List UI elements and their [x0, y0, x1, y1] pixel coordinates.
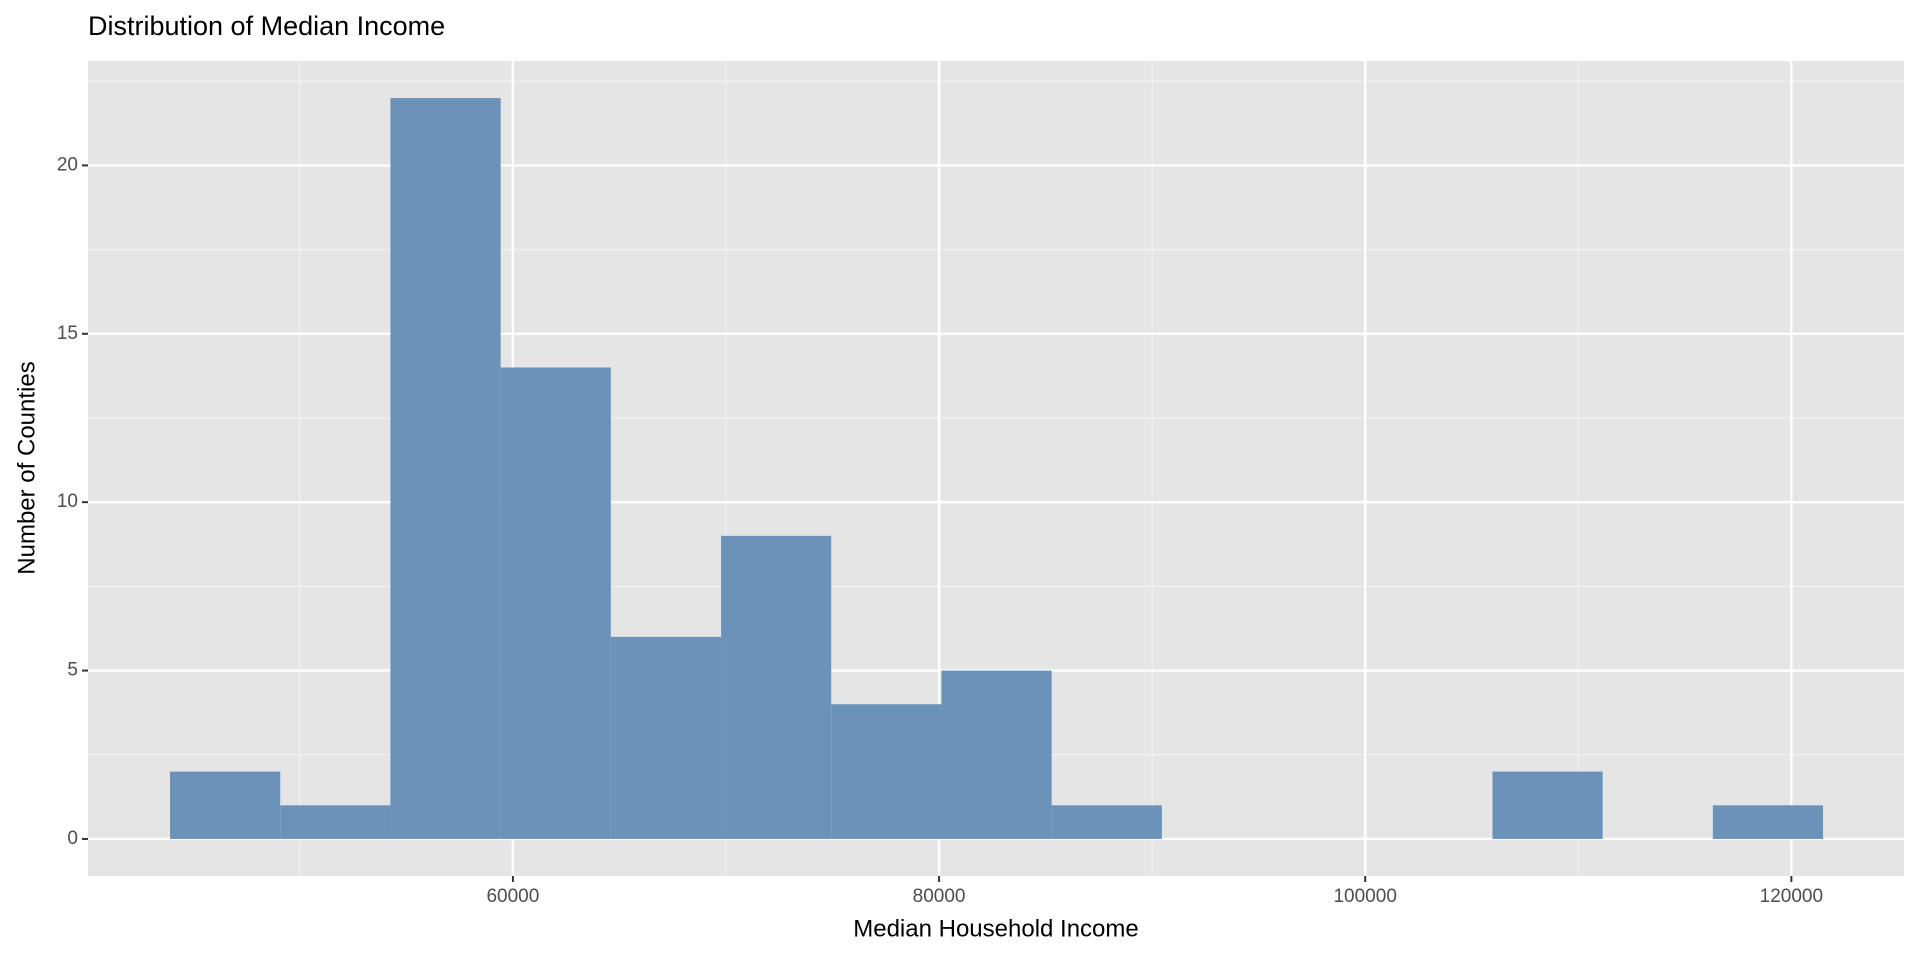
y-tick-label: 15 [57, 323, 78, 344]
bar [1492, 771, 1603, 839]
bar [280, 805, 391, 839]
y-tick-label: 5 [67, 660, 78, 681]
x-tick-label: 100000 [1333, 886, 1396, 907]
x-axis-label: Median Household Income [853, 915, 1139, 942]
y-axis-label: Number of Counties [13, 361, 40, 574]
bar [941, 670, 1052, 839]
x-tick-label: 60000 [486, 886, 539, 907]
y-tick-label: 10 [57, 491, 78, 512]
bar [1712, 805, 1824, 839]
bar [170, 771, 281, 839]
bar [390, 98, 501, 839]
x-tick-label: 120000 [1760, 886, 1823, 907]
bars [170, 98, 1824, 839]
x-tick-label: 80000 [913, 886, 966, 907]
bar [721, 535, 832, 839]
axes: 60000 80000 100000 120000 0 5 10 15 20 [57, 154, 1823, 907]
bar [610, 636, 722, 839]
chart-title: Distribution of Median Income [88, 11, 445, 41]
y-tick-label: 0 [67, 828, 78, 849]
bar [1051, 805, 1162, 839]
bar [500, 367, 611, 839]
y-tick-label: 20 [57, 154, 78, 175]
bar [831, 704, 942, 839]
